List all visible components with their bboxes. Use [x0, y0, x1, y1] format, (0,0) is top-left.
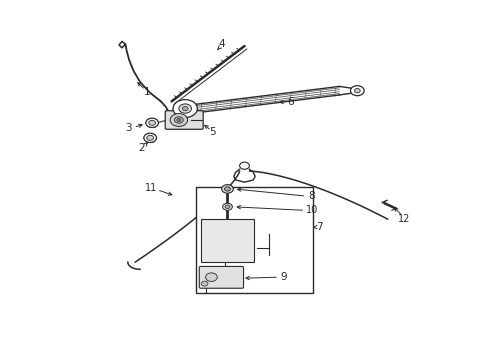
Circle shape [143, 133, 156, 143]
Circle shape [354, 89, 360, 93]
Text: 3: 3 [125, 123, 131, 133]
Circle shape [170, 113, 187, 126]
Text: 8: 8 [307, 191, 314, 201]
Text: 9: 9 [280, 272, 286, 282]
Circle shape [177, 118, 181, 121]
Circle shape [224, 187, 230, 191]
Circle shape [179, 104, 191, 113]
Circle shape [182, 107, 188, 111]
Circle shape [148, 120, 155, 125]
Bar [196, 187, 312, 293]
Text: 12: 12 [397, 214, 409, 224]
Text: 1: 1 [143, 87, 150, 98]
Circle shape [174, 117, 183, 123]
FancyBboxPatch shape [199, 266, 243, 288]
Circle shape [201, 281, 207, 286]
Text: 6: 6 [287, 97, 293, 107]
Text: 11: 11 [145, 183, 157, 193]
Text: 10: 10 [305, 205, 317, 215]
Circle shape [222, 203, 232, 210]
FancyBboxPatch shape [165, 111, 203, 129]
Circle shape [350, 86, 364, 96]
Circle shape [224, 205, 229, 208]
Text: 5: 5 [209, 127, 216, 138]
Circle shape [145, 118, 158, 127]
Circle shape [146, 135, 153, 140]
Circle shape [239, 162, 249, 169]
Text: 4: 4 [218, 39, 224, 49]
Text: 2: 2 [138, 143, 144, 153]
Bar [201, 219, 254, 262]
Circle shape [173, 100, 197, 117]
Circle shape [205, 273, 217, 282]
Circle shape [221, 185, 233, 193]
Text: 7: 7 [316, 222, 323, 232]
